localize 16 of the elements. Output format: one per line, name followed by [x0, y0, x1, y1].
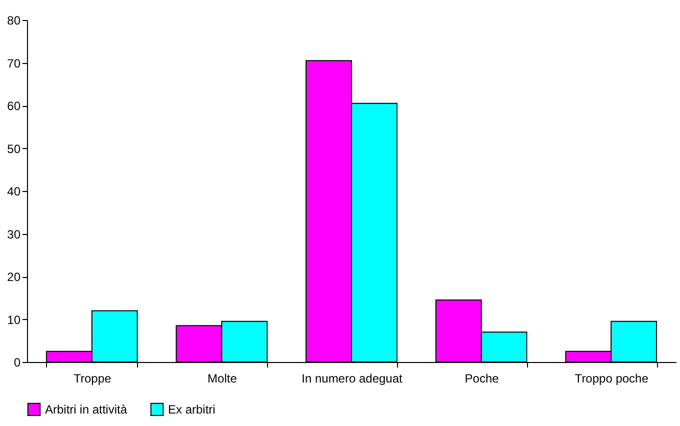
y-tick-label: 50 — [7, 142, 21, 156]
legend-label: Ex arbitri — [168, 402, 216, 416]
y-tick-label: 0 — [14, 356, 21, 370]
y-tick-label: 80 — [7, 14, 21, 28]
y-tick-label: 20 — [7, 270, 21, 284]
legend-label: Arbitri in attività — [45, 402, 128, 416]
y-tick-label: 40 — [7, 184, 21, 198]
y-tick-label: 10 — [7, 312, 21, 327]
x-tick-label: Troppo poche — [574, 372, 649, 386]
x-tick-label: In numero adeguat — [302, 372, 404, 386]
y-tick-label: 60 — [7, 99, 21, 113]
x-tick-label: Molte — [208, 372, 238, 386]
x-tick-label: Poche — [464, 372, 500, 386]
y-tick-label: 30 — [7, 227, 21, 242]
y-tick-label: 70 — [7, 56, 21, 70]
x-tick-label: Troppe — [74, 372, 112, 386]
